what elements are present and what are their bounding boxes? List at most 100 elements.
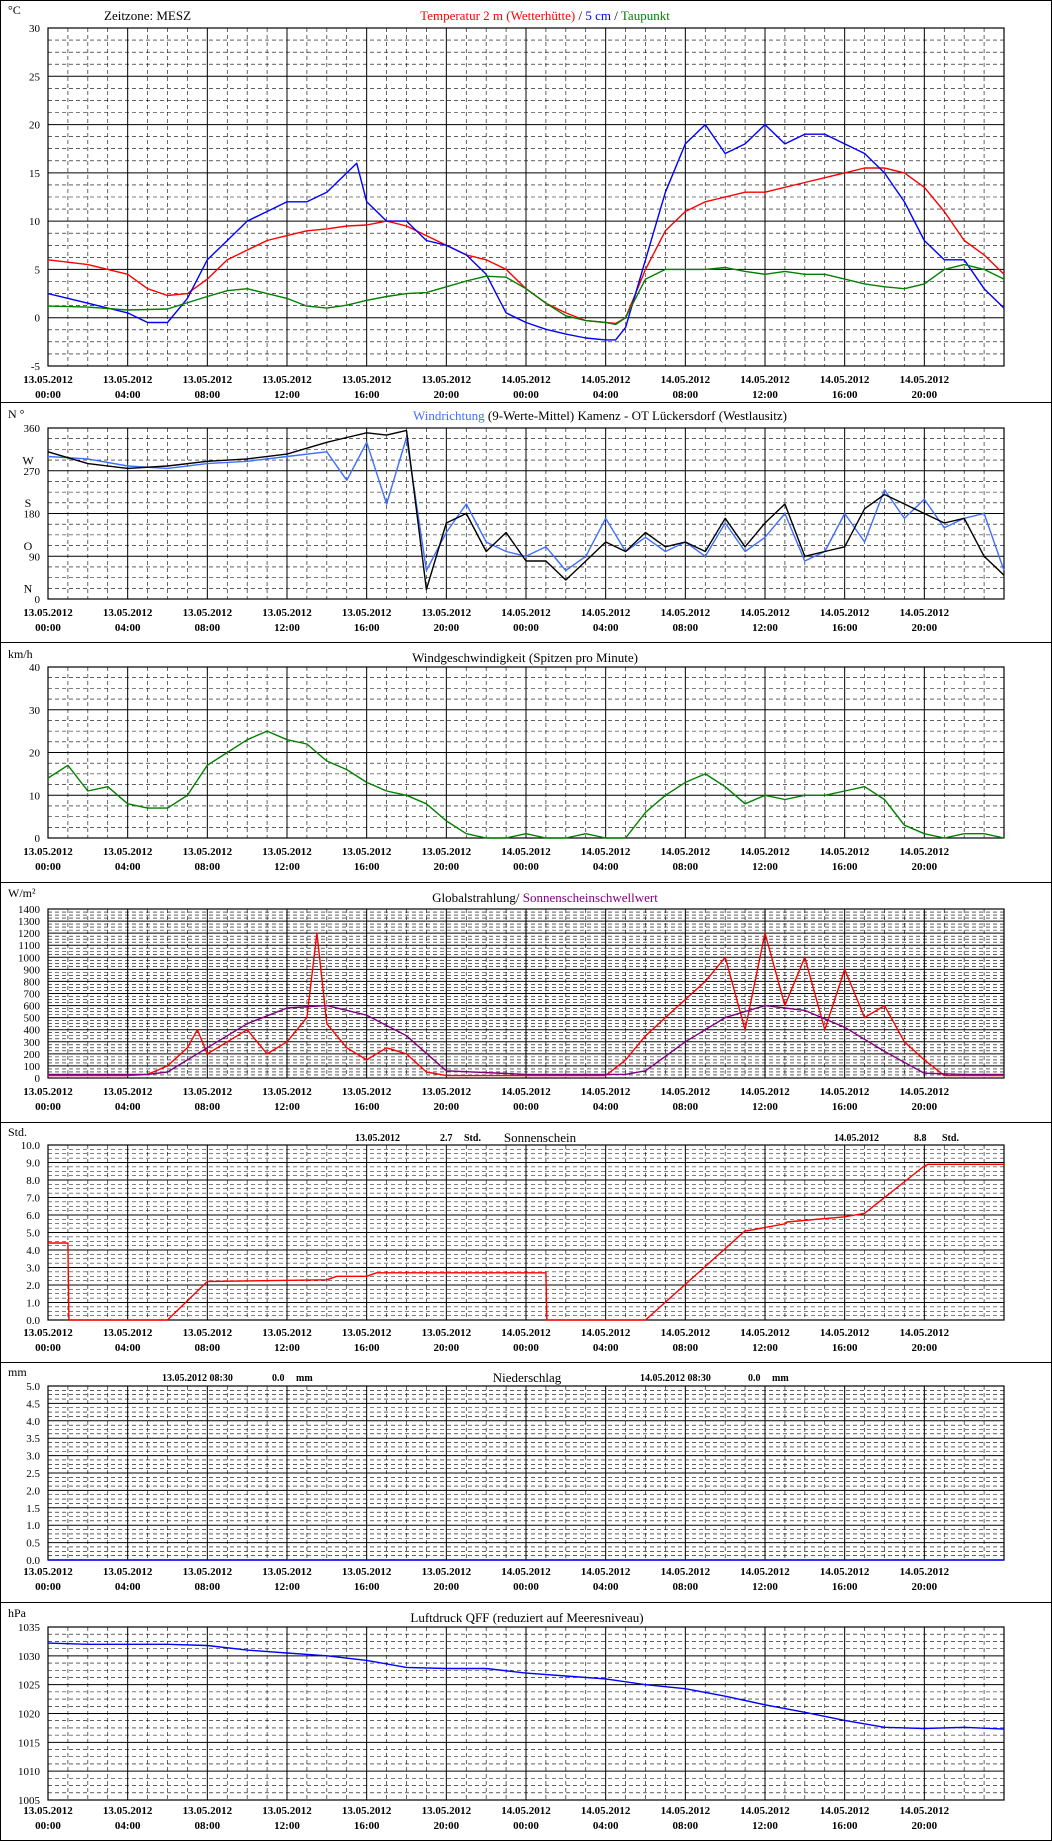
x-tick-time: 20:00	[911, 389, 937, 401]
x-tick-time: 20:00	[433, 622, 459, 634]
x-tick-date: 13.05.2012	[262, 1805, 312, 1817]
unit-label: Std.	[8, 1125, 27, 1139]
panel-glob: 1400130012001100100090080070060050040030…	[0, 882, 1052, 1113]
x-tick-time: 08:00	[194, 1101, 220, 1113]
x-tick-time: 08:00	[194, 1581, 220, 1593]
x-tick-time: 16:00	[832, 861, 858, 873]
x-tick-date: 13.05.2012	[262, 1086, 312, 1098]
x-tick-time: 04:00	[115, 622, 141, 634]
x-tick-date: 13.05.2012	[422, 1086, 472, 1098]
y-tick-label: 3.0	[26, 1263, 40, 1275]
unit-label: km/h	[8, 647, 33, 661]
title-part: Taupunkt	[621, 8, 670, 23]
x-tick-date: 14.05.2012	[820, 1566, 870, 1578]
panel-sun: 10.0 9.0 8.0 7.0 6.0 5.0 4.0 3.0 2.0 1.0 0.0 Std. So…	[0, 1122, 1052, 1354]
title-part: Temperatur 2 m (Wetterhütte)	[420, 8, 575, 23]
x-tick-time: 08:00	[672, 622, 698, 634]
x-tick-date: 14.05.2012	[820, 846, 870, 858]
x-tick-date: 13.05.2012	[183, 846, 233, 858]
title-part: Globalstrahlung/	[432, 890, 523, 905]
y-tick-label: 1.0	[26, 1298, 40, 1310]
annotation-unit: Std.	[464, 1133, 481, 1144]
timezone-label: Zeitzone: MESZ	[104, 8, 191, 23]
title-part: (9-Werte-Mittel)	[485, 408, 575, 423]
y-tick-label: 1100	[18, 940, 40, 952]
compass-letter: W	[22, 453, 34, 467]
x-tick-time: 12:00	[752, 1342, 778, 1354]
y-tick-label: 700	[24, 989, 41, 1001]
x-tick-time: 16:00	[832, 1101, 858, 1113]
annotation-unit: Std.	[942, 1133, 959, 1144]
title-part: Windgeschwindigkeit (Spitzen pro Minute)	[412, 650, 638, 665]
x-tick-date: 13.05.2012	[183, 1805, 233, 1817]
y-tick-label: 500	[24, 1013, 41, 1025]
series-line-0	[48, 1163, 1004, 1321]
y-tick-label: 1035	[18, 1622, 41, 1634]
series-line-1	[48, 1004, 1004, 1076]
series-line-0	[48, 932, 1004, 1077]
x-tick-time: 00:00	[35, 389, 61, 401]
y-tick-label: 5.0	[26, 1228, 40, 1240]
x-tick-date: 13.05.2012	[342, 1327, 392, 1339]
x-tick-time: 12:00	[274, 861, 300, 873]
title-part: Sonnenschein	[504, 1130, 577, 1145]
x-tick-date: 14.05.2012	[820, 374, 870, 386]
y-tick-label: 0	[35, 594, 41, 606]
x-tick-date: 13.05.2012	[23, 846, 73, 858]
title-part: /	[575, 8, 585, 23]
x-tick-date: 13.05.2012	[103, 1086, 153, 1098]
x-tick-time: 00:00	[513, 389, 539, 401]
y-tick-label: 15	[29, 168, 41, 180]
x-tick-date: 13.05.2012	[183, 607, 233, 619]
x-tick-date: 13.05.2012	[103, 1566, 153, 1578]
x-tick-date: 13.05.2012	[23, 1566, 73, 1578]
x-tick-date: 13.05.2012	[183, 1327, 233, 1339]
y-tick-label: 1015	[18, 1737, 41, 1749]
plot-frame	[47, 1144, 1005, 1321]
x-tick-date: 14.05.2012	[900, 1086, 950, 1098]
x-tick-date: 14.05.2012	[740, 1566, 790, 1578]
x-tick-date: 13.05.2012	[422, 374, 472, 386]
x-tick-time: 12:00	[274, 389, 300, 401]
x-tick-date: 13.05.2012	[342, 1805, 392, 1817]
x-tick-date: 13.05.2012	[103, 846, 153, 858]
x-tick-date: 13.05.2012	[23, 607, 73, 619]
x-tick-time: 12:00	[274, 1581, 300, 1593]
y-tick-label: 7.0	[26, 1193, 40, 1205]
y-tick-label: 2.0	[26, 1280, 40, 1292]
x-tick-date: 14.05.2012	[740, 846, 790, 858]
x-tick-time: 08:00	[672, 1581, 698, 1593]
x-tick-time: 08:00	[672, 1342, 698, 1354]
x-tick-time: 20:00	[433, 861, 459, 873]
x-tick-date: 14.05.2012	[581, 1086, 631, 1098]
x-tick-time: 04:00	[593, 861, 619, 873]
panel-press: 1035 1030 1025 1020 1015 1010 1005 hPa Luftdruck…	[0, 1602, 1052, 1832]
x-tick-time: 08:00	[194, 622, 220, 634]
x-tick-time: 16:00	[832, 1581, 858, 1593]
unit-label: W/m²	[8, 886, 36, 900]
x-tick-time: 00:00	[513, 1342, 539, 1354]
x-tick-time: 12:00	[752, 389, 778, 401]
x-tick-date: 14.05.2012	[820, 1327, 870, 1339]
x-tick-date: 14.05.2012	[900, 1327, 950, 1339]
x-tick-date: 13.05.2012	[23, 374, 73, 386]
x-tick-date: 13.05.2012	[262, 1566, 312, 1578]
chart-title: Temperatur 2 m (Wetterhütte) / 5 cm / Ta…	[420, 8, 670, 23]
plot-frame	[47, 666, 1005, 839]
annotation-unit: mm	[296, 1373, 313, 1384]
x-tick-time: 16:00	[354, 389, 380, 401]
y-tick-label: 1.5	[26, 1503, 40, 1515]
x-tick-time: 08:00	[194, 1820, 220, 1832]
x-tick-time: 20:00	[911, 1820, 937, 1832]
title-part: Sonnenscheinschwellwert	[523, 890, 658, 905]
title-part: Niederschlag	[493, 1370, 562, 1385]
x-tick-date: 14.05.2012	[501, 607, 551, 619]
x-tick-time: 08:00	[672, 1820, 698, 1832]
x-tick-date: 13.05.2012	[422, 1327, 472, 1339]
chart-title: Windgeschwindigkeit (Spitzen pro Minute)	[412, 650, 638, 665]
x-tick-time: 12:00	[752, 861, 778, 873]
chart-title: Globalstrahlung/ Sonnenscheinschwellwert	[432, 890, 658, 905]
x-tick-time: 04:00	[115, 1820, 141, 1832]
annotation-date: 14.05.2012	[834, 1133, 879, 1144]
